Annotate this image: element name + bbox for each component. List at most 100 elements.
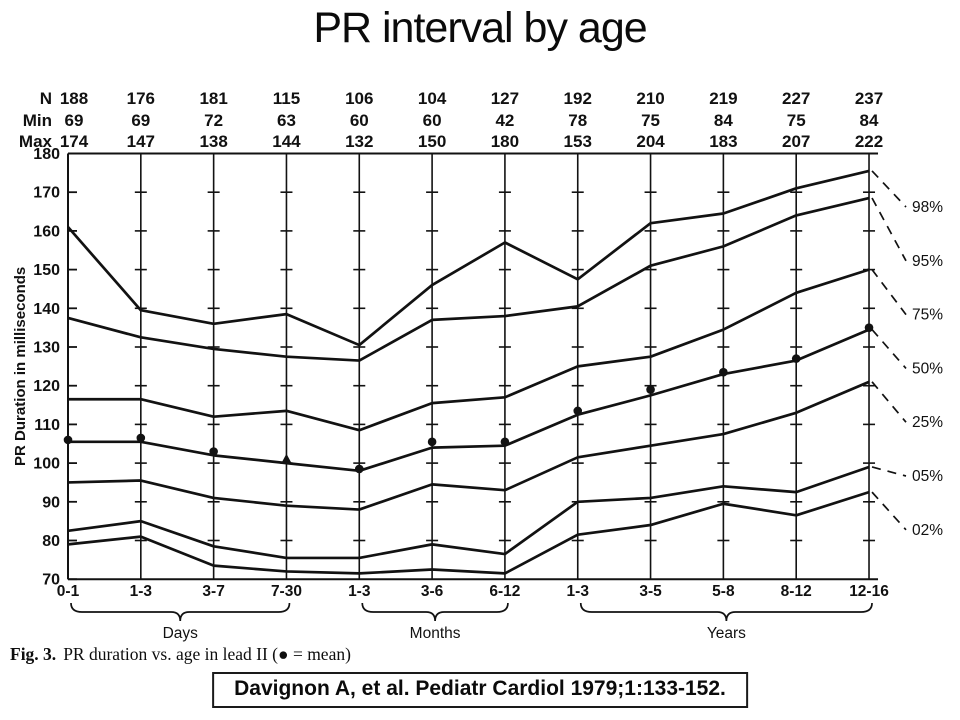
- ytick-label: 140: [33, 301, 60, 318]
- y-axis-title: PR Duration in milliseconds: [12, 267, 29, 466]
- stats-value: 75: [641, 111, 660, 130]
- stats-value: 84: [860, 111, 879, 130]
- percentile-line-75%: [68, 268, 870, 432]
- percentile-line-95%: [67, 196, 870, 362]
- percentile-labels: 98% 95% 75% 50% 25% 05% 02%: [871, 170, 943, 539]
- xtick-label: 1-3: [130, 583, 153, 600]
- mean-marker-dot: [500, 437, 510, 447]
- stats-value: 84: [714, 111, 733, 130]
- mean-marker-dot: [646, 385, 655, 394]
- ytick-label: 80: [42, 533, 60, 550]
- stats-value: 153: [564, 132, 592, 151]
- stats-value: 60: [423, 111, 442, 130]
- mean-marker-dot: [573, 406, 583, 416]
- xtick-label: 3-6: [421, 583, 444, 600]
- stats-value: 60: [350, 111, 369, 130]
- ytick-label: 170: [33, 185, 60, 202]
- stats-value: 222: [855, 132, 883, 151]
- group-brace: [361, 602, 509, 622]
- percentile-label-95%: 95%: [912, 253, 943, 270]
- stats-value: 219: [709, 89, 737, 108]
- group-brace: [70, 602, 291, 622]
- ytick-label: 100: [33, 456, 60, 473]
- xtick-label: 7-30: [271, 583, 302, 600]
- page-title: PR interval by age: [313, 4, 647, 52]
- stats-value: 69: [131, 111, 150, 130]
- stats-value: 63: [277, 111, 296, 130]
- stats-value: 204: [636, 132, 665, 151]
- stats-value: 192: [564, 89, 592, 108]
- mean-marker-dot: [354, 464, 364, 474]
- stats-value: 144: [272, 132, 301, 151]
- stats-value: 115: [273, 89, 300, 108]
- stats-value: 174: [60, 132, 89, 151]
- stats-value: 138: [199, 132, 227, 151]
- mean-marker-dot: [209, 447, 218, 456]
- stats-table: N 188 176 181 115 106 104 127 192 210 219 227 237 Min…: [19, 89, 883, 151]
- category-group-braces: Days Months Years: [70, 602, 873, 642]
- citation-box: Davignon A, et al. Pediatr Cardiol 1979;…: [212, 672, 748, 708]
- mean-marker-dot: [136, 433, 146, 443]
- stats-value: 227: [782, 89, 810, 108]
- mean-marker-dot: [63, 435, 73, 445]
- citation-text: Davignon A, et al. Pediatr Cardiol 1979;…: [234, 677, 726, 700]
- percentile-line-25%: [67, 380, 870, 511]
- mean-marker-dot: [719, 367, 728, 377]
- ytick-label: 150: [33, 262, 60, 279]
- xtick-label: 8-12: [781, 583, 812, 600]
- stats-value: 180: [491, 132, 519, 151]
- label-leader-line: [871, 466, 907, 477]
- percentile-line-05%: [67, 465, 870, 560]
- stats-value: 127: [491, 89, 519, 108]
- x-axis-labels: 0-1 1-3 3-7 7-30 1-3 3-6 6-12 1-3 3-5 5-8 8-12 12-1…: [57, 583, 889, 600]
- plot-frame: [67, 152, 879, 581]
- stats-value: 188: [60, 89, 88, 108]
- stats-value: 42: [495, 111, 514, 130]
- stats-value: 75: [787, 111, 806, 130]
- xtick-label: 0-1: [57, 583, 80, 600]
- percentile-label-25%: 25%: [912, 414, 943, 431]
- y-axis-labels: 70 80 90 100 110 120 130 140 150 160 170 180 PR Dura…: [12, 146, 60, 589]
- percentile-line-02%: [67, 490, 870, 575]
- stats-value: 176: [127, 89, 155, 108]
- mean-marker-dot: [791, 354, 801, 363]
- mean-marker-dot: [427, 437, 437, 447]
- mean-markers: [63, 323, 874, 474]
- stats-value: 181: [199, 89, 227, 108]
- stats-value: 210: [636, 89, 664, 108]
- ytick-label: 110: [34, 417, 60, 434]
- stats-value: 150: [418, 132, 446, 151]
- group-label-years: Years: [707, 625, 746, 642]
- stats-row-label: Min: [23, 111, 52, 130]
- group-brace: [579, 602, 873, 622]
- group-label-days: Days: [163, 625, 199, 642]
- ytick-label: 120: [33, 378, 60, 395]
- ytick-label: 70: [42, 572, 60, 589]
- xtick-label: 3-5: [639, 583, 662, 600]
- percentile-label-75%: 75%: [912, 307, 943, 324]
- stats-value: 147: [127, 132, 155, 151]
- stats-value: 69: [65, 111, 84, 130]
- stats-value: 78: [568, 111, 587, 130]
- xtick-label: 6-12: [489, 583, 520, 600]
- stats-row-label: N: [40, 89, 52, 108]
- label-leader-line: [871, 269, 907, 316]
- ytick-label: 180: [33, 146, 60, 163]
- stats-value: 106: [345, 89, 373, 108]
- percentile-label-98%: 98%: [912, 199, 943, 216]
- stats-value: 104: [418, 89, 447, 108]
- mean-marker-triangle: [281, 453, 292, 464]
- label-leader-line: [871, 329, 907, 369]
- label-leader-line: [871, 381, 907, 423]
- figure-caption-text: PR duration vs. age in lead II (● = mean…: [63, 644, 351, 664]
- figure-caption-number: Fig. 3.: [10, 644, 57, 664]
- percentile-label-50%: 50%: [912, 360, 943, 377]
- xtick-label: 1-3: [348, 583, 371, 600]
- xtick-label: 5-8: [712, 583, 735, 600]
- stats-value: 237: [855, 89, 883, 108]
- xtick-label: 12-16: [849, 583, 889, 600]
- label-leader-line: [871, 170, 907, 208]
- ytick-label: 130: [33, 340, 60, 357]
- stats-value: 207: [782, 132, 810, 151]
- plot-grid: [67, 153, 876, 580]
